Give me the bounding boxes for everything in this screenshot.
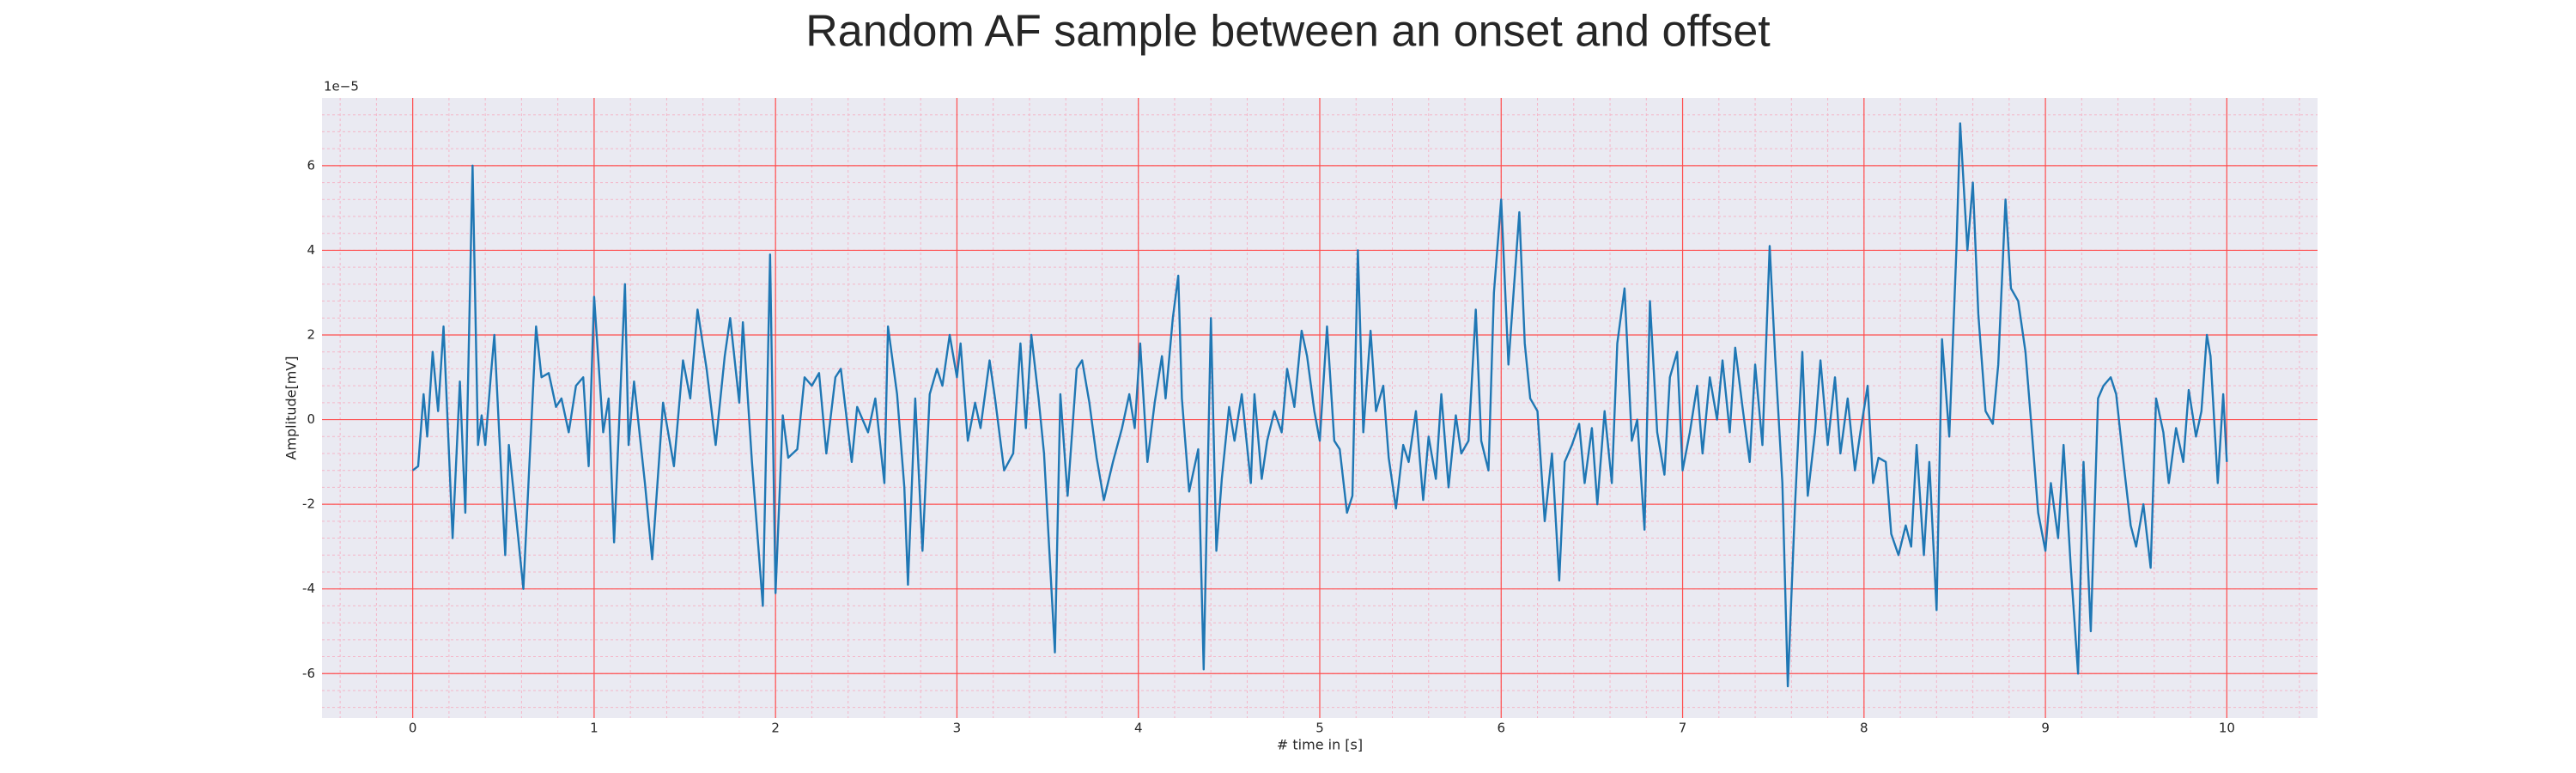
- x-tick-label: 7: [1679, 721, 1687, 736]
- y-tick-label: -6: [302, 666, 315, 681]
- y-tick-label: -4: [302, 581, 315, 596]
- x-tick-label: 4: [1134, 721, 1143, 736]
- y-axis-label: Amplitude[mV]: [283, 356, 300, 460]
- x-tick-label: 5: [1315, 721, 1324, 736]
- labels: 0 1 2 3 4 5 6 7 8 9 10 -6 -4 -2 0 2 4 6: [302, 157, 2235, 735]
- x-tick-label: 9: [2041, 721, 2050, 736]
- grid: [322, 98, 2318, 718]
- signal-line: [411, 122, 2228, 688]
- x-tick-label: 10: [2219, 721, 2235, 736]
- y-offset-label: 1e−5: [324, 79, 359, 94]
- x-tick-label: 0: [409, 721, 417, 736]
- x-tick-label: 1: [590, 721, 598, 736]
- x-tick-label: 6: [1497, 721, 1505, 736]
- x-tick-label: 3: [953, 721, 962, 736]
- y-tick-label: -2: [302, 496, 315, 512]
- y-tick-label: 6: [307, 157, 315, 173]
- x-tick-label: 8: [1860, 721, 1868, 736]
- y-tick-label: 2: [307, 326, 315, 342]
- y-tick-label: 4: [307, 242, 315, 258]
- chart-title: Random AF sample between an onset and of…: [805, 7, 1771, 57]
- x-axis-label: # time in [s]: [1277, 737, 1363, 753]
- y-tick-label: 0: [307, 411, 315, 427]
- marks: [411, 122, 2228, 688]
- x-tick-label: 2: [771, 721, 780, 736]
